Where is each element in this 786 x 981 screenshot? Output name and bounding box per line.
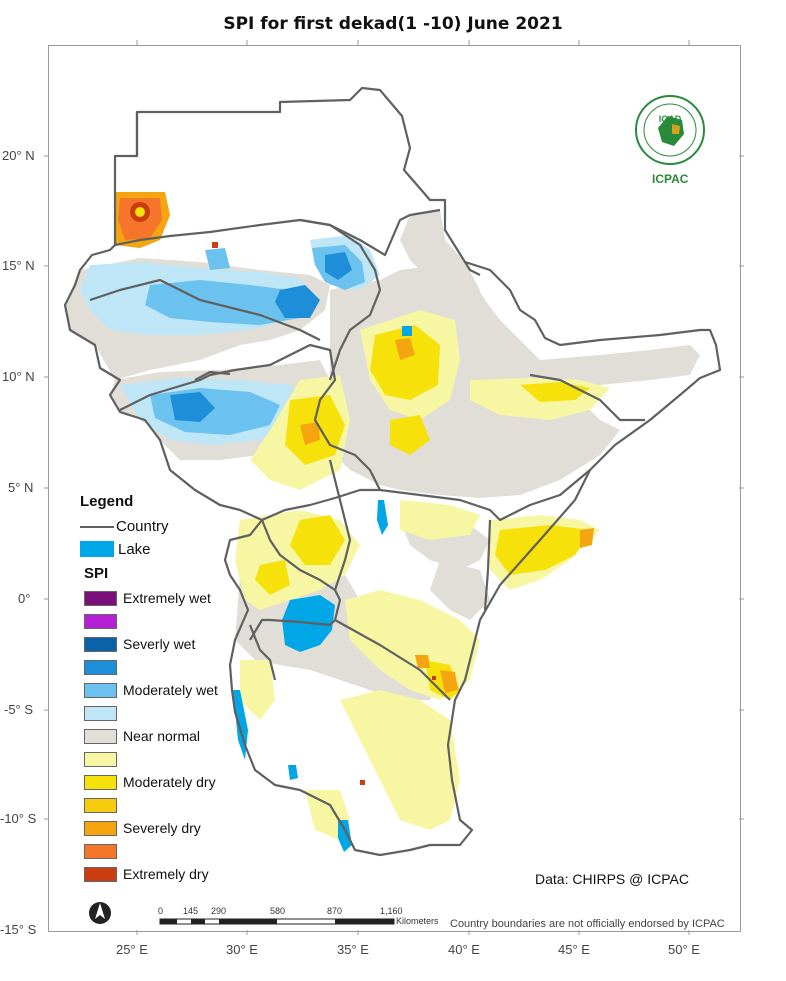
lat-label-15s: -15° S [0,922,37,937]
spi-swatch [84,614,117,629]
region-extremely-dry-spots [212,242,436,785]
scale-unit: Kilometers [396,916,439,926]
spi-class-label: Moderately dry [123,774,216,790]
spi-class-label: Severly wet [123,636,196,652]
lon-label-40e: 40° E [448,942,480,957]
lat-label-0: 0° [18,591,31,606]
scale-tick-870: 870 [327,906,343,916]
lon-label-30e: 30° E [226,942,258,957]
spi-class-label: Moderately wet [123,682,218,698]
disclaimer: Country boundaries are not officially en… [450,918,725,930]
lon-label-45e: 45° E [558,942,590,957]
lat-label-10n: 10° N [2,369,35,384]
lat-label-10s: -10° S [0,811,37,826]
spi-swatch [84,637,117,652]
lon-label-35e: 35° E [337,942,369,957]
spi-class-label: Extremely dry [123,866,209,882]
scale-tick-0: 0 [158,906,164,916]
spi-class-label: Extremely wet [123,590,211,606]
spi-swatch [84,683,117,698]
spi-class-label: Severely dry [123,820,201,836]
lat-label-5n: 5° N [8,480,34,495]
region-severely-dry [300,338,594,693]
spi-swatch [84,775,117,790]
spi-swatch [84,821,117,836]
data-source: Data: CHIRPS @ ICPAC [535,871,689,887]
lat-label-20n: 20° N [2,148,35,163]
north-arrow-icon [89,902,111,924]
spi-title: SPI [84,565,109,582]
logo-inner-text: IGAD [659,114,682,124]
lon-label-25e: 25° E [116,942,148,957]
scale-tick-145: 145 [183,906,199,916]
spi-swatch [84,867,117,882]
country-boundaries [63,86,722,857]
scale-tick-290: 290 [211,906,227,916]
legend-lake-swatch [80,541,114,557]
scale-tick-1160: 1,160 [380,906,403,916]
legend-lake-label: Lake [118,541,151,558]
spi-swatch [84,660,117,675]
spi-swatch [84,752,117,767]
lat-label-5s: -5° S [4,702,34,717]
lon-label-50e: 50° E [668,942,700,957]
scale-bar [159,918,395,925]
spi-swatch [84,844,117,859]
spi-swatch [84,591,117,606]
region-severely-wet [170,252,352,422]
spi-swatch [84,729,117,744]
legend-country-label: Country [116,518,169,535]
region-nw-corner [115,192,170,248]
spi-class-label: Near normal [123,728,201,744]
legend-title: Legend [80,493,134,510]
map-title: SPI for first dekad(1 -10) June 2021 [223,14,563,34]
icpac-logo-text: ICPAC [652,172,689,186]
spi-swatch [84,798,117,813]
igad-logo: IGAD [635,95,705,165]
spi-swatch [84,706,117,721]
scale-tick-580: 580 [270,906,286,916]
lat-label-15n: 15° N [2,258,35,273]
